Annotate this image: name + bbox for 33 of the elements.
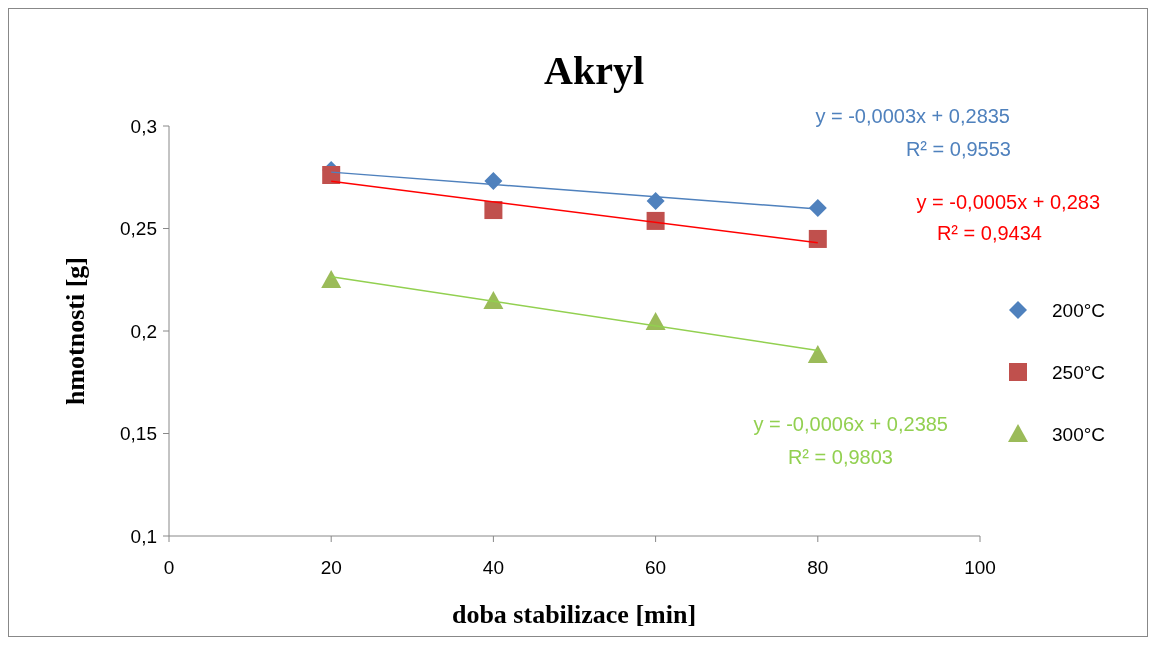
x-tick-label: 100	[964, 557, 996, 578]
annotation: y = -0,0005x + 0,283	[916, 191, 1100, 213]
annotation: R² = 0,9434	[936, 222, 1042, 244]
y-axis-title: hmotnosti [g]	[61, 256, 90, 406]
legend-label: 200°C	[1052, 299, 1106, 321]
point	[646, 211, 665, 230]
x-tick-label: 0	[163, 557, 175, 578]
y-tick-label: 0,25	[120, 218, 157, 240]
annotation: R² = 0,9803	[787, 446, 893, 468]
point	[807, 344, 828, 363]
point	[808, 229, 827, 248]
point	[321, 269, 342, 288]
y-tick-label: 0,1	[130, 525, 157, 547]
point	[646, 192, 665, 211]
point	[484, 201, 503, 220]
x-axis-title: doba stabilizace [min]	[451, 600, 697, 629]
legend-label: 250°C	[1052, 361, 1106, 383]
x-tick-label: 60	[645, 557, 667, 578]
x-tick-label: 40	[482, 557, 504, 578]
point	[808, 199, 827, 217]
y-tick-label: 0,15	[120, 423, 157, 445]
annotation: y = -0,0006x + 0,2385	[753, 413, 948, 435]
chart-title: Akryl	[544, 48, 644, 93]
point	[484, 171, 503, 190]
point	[322, 166, 341, 184]
x-tick-label: 20	[320, 557, 342, 578]
x-tick-label: 80	[807, 557, 829, 578]
annotation: y = -0,0003x + 0,2835	[815, 105, 1010, 127]
legend-label: 300°C	[1052, 423, 1106, 445]
y-tick-label: 0,2	[130, 320, 157, 342]
y-tick-label: 0,3	[130, 115, 157, 137]
annotation: R² = 0,9553	[905, 138, 1011, 160]
point	[483, 291, 504, 310]
